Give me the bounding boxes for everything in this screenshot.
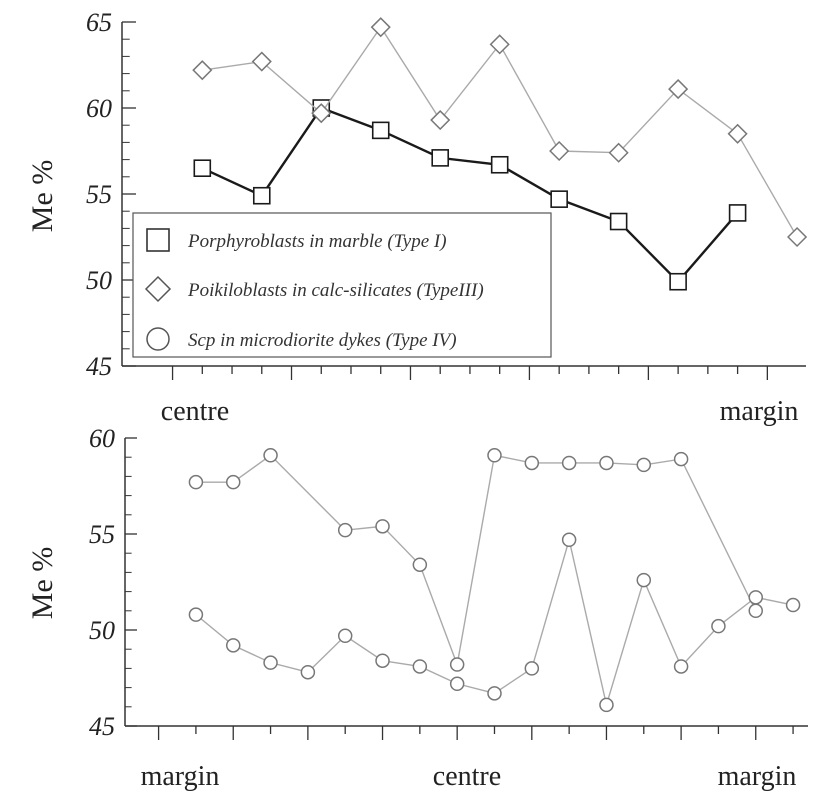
bottom-series-0 bbox=[188, 448, 763, 672]
top-series-line bbox=[201, 106, 739, 284]
top-data-point bbox=[608, 142, 629, 163]
bottom-data-point bbox=[673, 659, 689, 674]
legend-label: Poikiloblasts in calc-silicates (TypeIII… bbox=[187, 280, 484, 301]
top-y-tick-label: 60 bbox=[86, 94, 112, 123]
bottom-data-point bbox=[225, 638, 241, 653]
bottom-data-point bbox=[524, 661, 540, 676]
bottom-data-point bbox=[375, 653, 390, 668]
bottom-y-axis-title: Me % bbox=[26, 547, 59, 619]
legend-diamond-icon bbox=[144, 275, 172, 303]
bottom-data-point bbox=[188, 474, 204, 490]
bottom-data-point bbox=[561, 532, 577, 548]
top-data-point bbox=[609, 212, 628, 231]
top-data-point bbox=[490, 155, 509, 174]
top-data-point bbox=[430, 109, 451, 131]
bottom-y-tick-label: 60 bbox=[89, 424, 115, 453]
bottom-data-point bbox=[487, 448, 502, 463]
top-data-point bbox=[549, 140, 570, 162]
bottom-data-point bbox=[748, 590, 763, 605]
bottom-data-point bbox=[263, 655, 278, 670]
top-series bbox=[192, 17, 808, 291]
legend-square-icon bbox=[146, 228, 170, 252]
bottom-x-label-centre: centre bbox=[433, 761, 501, 792]
legend-label: Scp in microdiorite dykes (Type IV) bbox=[188, 330, 457, 351]
bottom-data-point bbox=[300, 664, 316, 680]
bottom-data-point bbox=[599, 455, 614, 471]
legend-label: Porphyroblasts in marble (Type I) bbox=[187, 231, 447, 252]
top-data-point bbox=[727, 123, 748, 144]
bottom-data-point bbox=[225, 474, 241, 490]
legend-circle-icon bbox=[146, 327, 170, 351]
bottom-data-point bbox=[487, 686, 502, 701]
bottom-y-tick-label: 45 bbox=[89, 712, 115, 741]
bottom-series-1 bbox=[188, 532, 801, 713]
bottom-data-point bbox=[636, 457, 652, 473]
bottom-data-point bbox=[337, 522, 353, 538]
top-data-point bbox=[252, 186, 271, 205]
bottom-data-point bbox=[188, 607, 204, 622]
top-data-point bbox=[669, 272, 687, 291]
bottom-data-point bbox=[449, 657, 465, 672]
bottom-y-tick-label: 55 bbox=[89, 520, 115, 549]
top-data-point bbox=[489, 34, 510, 55]
top-data-point bbox=[371, 121, 390, 140]
top-data-point bbox=[251, 51, 272, 72]
bottom-data-point bbox=[412, 557, 428, 572]
top-y-axis-title: Me % bbox=[26, 160, 59, 232]
top-y-tick-label: 45 bbox=[86, 352, 112, 381]
bottom-data-point bbox=[375, 519, 390, 534]
top-series-line bbox=[202, 25, 798, 238]
top-data-point bbox=[311, 103, 332, 124]
bottom-data-point bbox=[748, 603, 763, 619]
bottom-series-line bbox=[195, 539, 794, 708]
top-data-point bbox=[431, 149, 450, 167]
top-data-point bbox=[192, 60, 213, 81]
top-data-point bbox=[668, 79, 689, 100]
bottom-data-point bbox=[449, 676, 465, 692]
bottom-data-point bbox=[785, 597, 801, 613]
top-axes: 45 50 55 60 65 bbox=[86, 8, 806, 381]
bottom-data-point bbox=[263, 448, 278, 463]
bottom-data-point bbox=[673, 451, 689, 467]
bottom-data-point bbox=[711, 618, 726, 634]
top-legend: Porphyroblasts in marble (Type I) Poikilo… bbox=[132, 212, 552, 358]
bottom-data-point bbox=[599, 697, 614, 713]
top-data-point bbox=[193, 159, 212, 177]
chart-top: Me % 45 50 55 60 65 Porphyroblasts in marble… bbox=[26, 8, 808, 427]
bottom-data-point bbox=[636, 572, 652, 588]
top-y-tick-label: 55 bbox=[86, 180, 112, 209]
bottom-x-label-margin-left: margin bbox=[141, 761, 220, 792]
chart-bottom: Me % 45 50 55 60 margin centre margin bbox=[26, 424, 808, 792]
bottom-series bbox=[188, 448, 801, 713]
bottom-y-tick-label: 50 bbox=[89, 616, 115, 645]
bottom-data-point bbox=[412, 659, 428, 674]
bottom-data-point bbox=[524, 455, 540, 471]
top-x-label-centre: centre bbox=[161, 396, 229, 427]
top-y-tick-label: 65 bbox=[86, 8, 112, 37]
top-series-0 bbox=[193, 99, 747, 291]
top-x-label-margin: margin bbox=[720, 396, 799, 427]
top-y-tick-label: 50 bbox=[86, 266, 112, 295]
top-series-1 bbox=[192, 17, 808, 248]
bottom-data-point bbox=[561, 455, 577, 471]
top-data-point bbox=[728, 204, 747, 222]
legend-box bbox=[132, 212, 552, 358]
bottom-x-label-margin-right: margin bbox=[718, 761, 797, 792]
bottom-data-point bbox=[337, 628, 353, 644]
top-data-point bbox=[550, 190, 568, 208]
bottom-series-line bbox=[195, 454, 757, 668]
top-data-point bbox=[787, 226, 808, 248]
top-data-point bbox=[370, 17, 391, 38]
bottom-axes: 45 50 55 60 bbox=[89, 424, 808, 741]
